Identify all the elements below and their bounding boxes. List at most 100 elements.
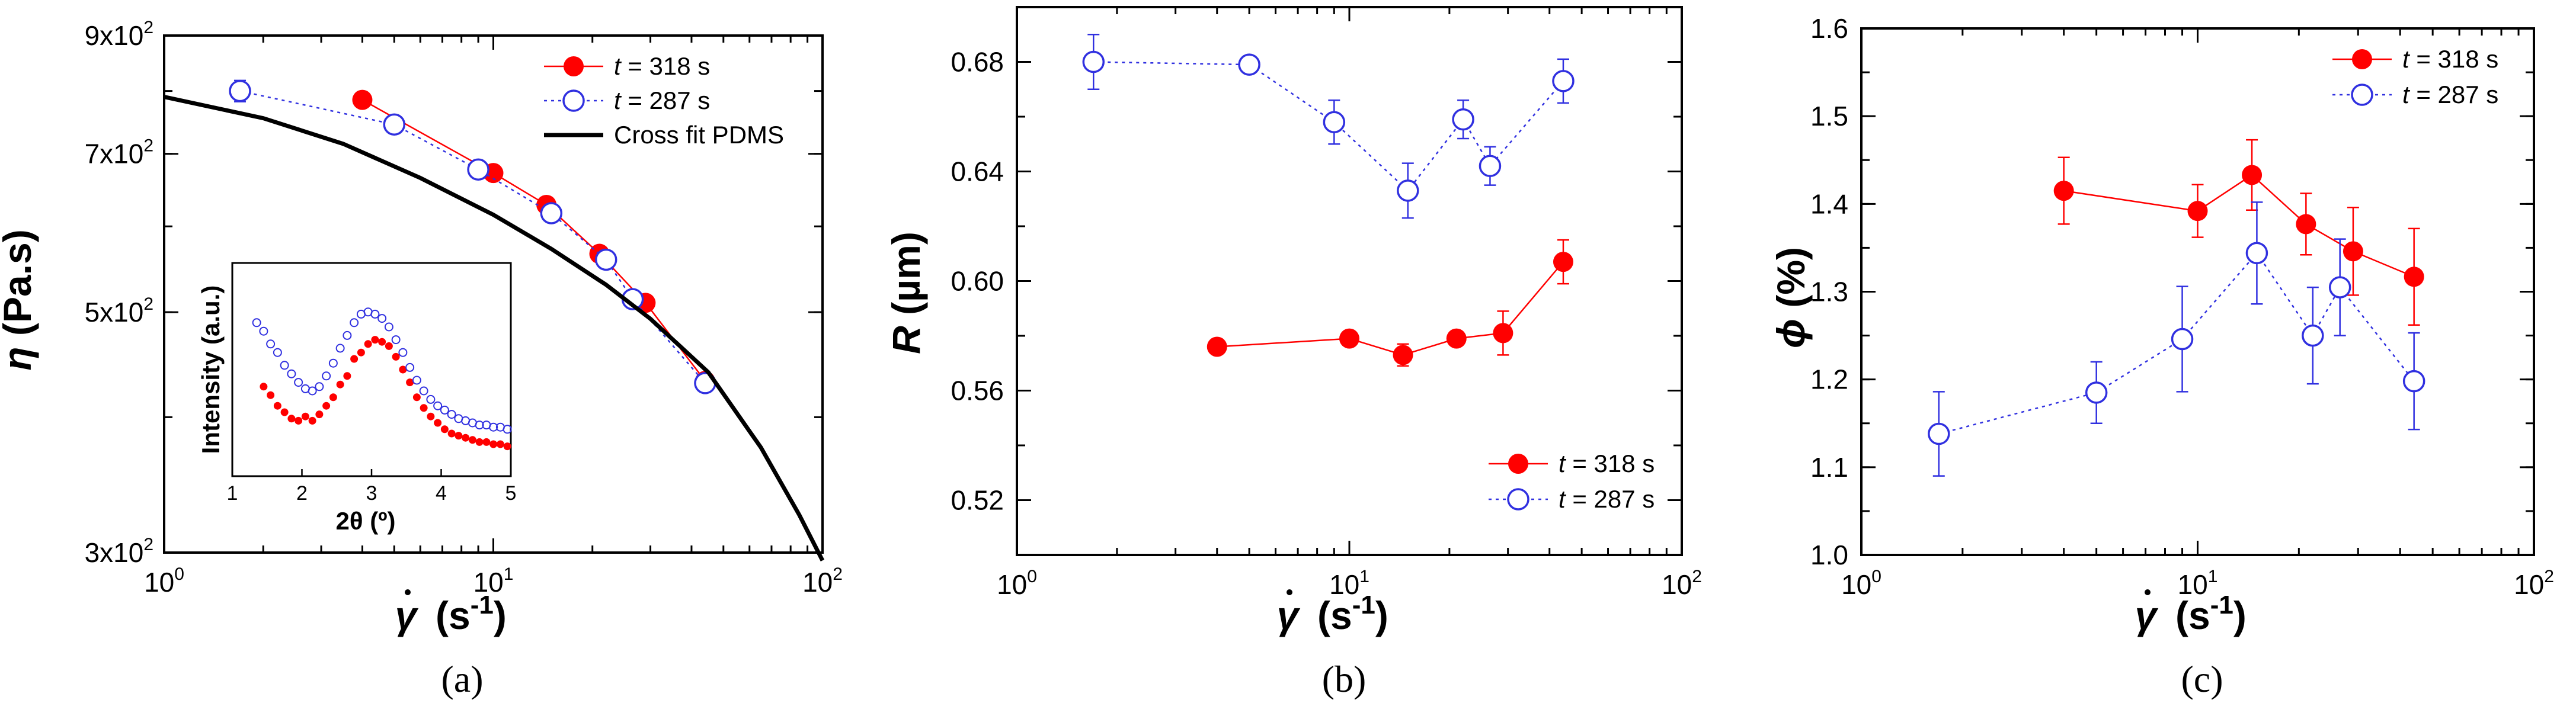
inset-x-tick-label: 4 (436, 482, 447, 505)
data-point (2171, 328, 2194, 351)
inset-point (357, 348, 365, 357)
inset-x-tick-label: 5 (505, 482, 517, 505)
inset-point (412, 393, 421, 402)
data-point (2343, 241, 2363, 262)
y-tick-label: 0.56 (951, 375, 1004, 406)
inset-point (259, 326, 268, 336)
y-tick-label: 0.68 (951, 47, 1004, 78)
x-tick-label: 102 (802, 564, 843, 598)
inset-point (266, 339, 276, 349)
legend-label: t = 287 s (614, 86, 710, 114)
inset-point (308, 416, 316, 425)
legend-marker (562, 89, 585, 112)
inset-point (287, 415, 296, 423)
data-point (1553, 252, 1573, 272)
data-point (229, 79, 251, 102)
y-tick-label: 1.0 (1810, 540, 1848, 570)
inset-point (391, 335, 401, 345)
series-2 (1928, 201, 2425, 477)
inset-point (343, 372, 351, 380)
series-1 (1207, 239, 1573, 367)
y-axis-title: R (µm) (884, 232, 928, 354)
inset-point (350, 318, 359, 328)
inset-point (364, 340, 372, 348)
inset-point (405, 362, 415, 372)
inset-point (440, 425, 449, 434)
series-2 (229, 79, 716, 394)
data-point (1082, 50, 1105, 73)
inset-point (294, 378, 303, 387)
x-tick-label: 102 (1662, 567, 1702, 600)
y-tick-label: 3x102 (85, 535, 153, 568)
inset-point (378, 338, 386, 346)
inset-point (455, 432, 463, 440)
data-point (1393, 345, 1413, 365)
inset-series-1 (260, 336, 511, 451)
inset-point (426, 394, 436, 404)
data-point (2187, 201, 2208, 222)
data-point (2302, 324, 2324, 347)
data-point (594, 248, 617, 271)
legend-label: t = 318 s (1559, 450, 1655, 477)
legend-marker (1508, 454, 1528, 474)
inset-point (420, 404, 428, 412)
legend-label: t = 318 s (2402, 45, 2498, 73)
inset-point (462, 434, 470, 442)
inset-point (399, 365, 407, 374)
y-tick-label: 1.2 (1810, 364, 1848, 395)
inset-point (447, 410, 456, 419)
data-point (2242, 165, 2263, 185)
inset-point (392, 352, 400, 361)
legend: t = 318 s t = 287 s (2332, 45, 2498, 108)
y-tick-label: 0.52 (951, 485, 1004, 516)
inset-point (482, 438, 491, 446)
x-tick-label: 102 (2514, 567, 2554, 600)
data-point (1479, 155, 1502, 177)
inset-point (295, 416, 303, 425)
xlabel-units: (s-1) (2175, 590, 2247, 637)
xlabel-gamma: γ (1277, 593, 1301, 637)
data-point (2296, 214, 2316, 235)
series-line (1217, 261, 1564, 356)
inset-point (252, 318, 261, 328)
inset-point (440, 405, 449, 415)
inset-point (475, 421, 484, 430)
panel-a: 100 101 102 3x102 5x102 7x102 9x102 1 2 3 4 5 2θ (º)… (0, 18, 843, 700)
inset-point (308, 386, 317, 396)
legend-label: t = 318 s (614, 52, 710, 80)
y-tick-label: 5x102 (85, 294, 153, 328)
legend-marker (564, 56, 584, 76)
y-tick-label: 9x102 (85, 18, 153, 51)
inset-x-tick-label: 1 (227, 482, 238, 505)
data-point (2053, 181, 2074, 201)
inset-point (370, 309, 380, 319)
legend-marker (2352, 49, 2372, 69)
data-point (1397, 179, 1419, 202)
x-tick-label: 100 (1841, 567, 1881, 600)
y-axis-title: η (Pa.s) (0, 229, 39, 370)
data-point (2328, 276, 2351, 298)
data-point (2404, 267, 2424, 287)
data-point (1928, 422, 1950, 445)
panel-label: (b) (1322, 658, 1367, 700)
inset-point (273, 402, 281, 410)
legend-label: t = 287 s (1559, 485, 1655, 513)
inset-point (322, 402, 331, 410)
xlabel-gamma-dot (405, 589, 411, 595)
x-axis-title: γ (s-1) (1277, 589, 1388, 637)
xlabel-gamma: γ (2135, 593, 2159, 637)
series-2 (1082, 34, 1575, 219)
inset-point (328, 358, 338, 368)
data-point (1207, 336, 1227, 357)
inset-point (384, 322, 393, 332)
inset-point (419, 386, 428, 396)
x-tick-label: 100 (144, 564, 184, 598)
data-point (1452, 108, 1474, 131)
y-tick-label: 1.4 (1810, 188, 1848, 219)
x-tick-label: 101 (473, 564, 514, 598)
inset-series-2 (252, 307, 512, 434)
legend-label: t = 287 s (2402, 81, 2498, 108)
inset-point (427, 412, 435, 421)
data-point (1493, 323, 1513, 344)
